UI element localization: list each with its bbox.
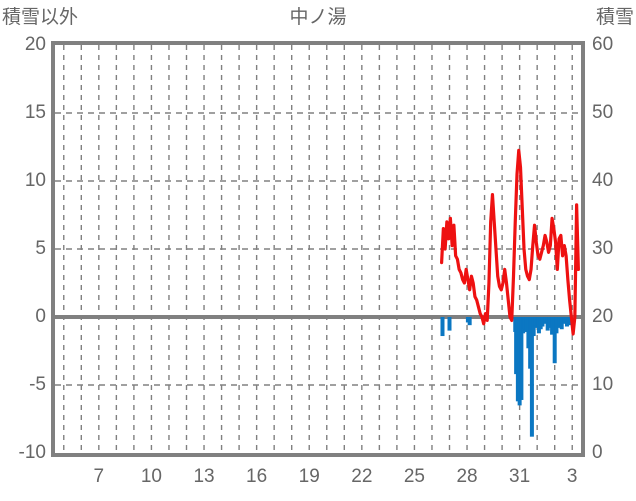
bar [467,317,472,326]
bar [447,317,452,331]
x-tick-label: 22 [351,466,373,487]
x-tick-label: 25 [403,466,425,487]
right-tick-label: 20 [592,306,614,327]
right-axis-caption: 積雪 [595,7,634,28]
left-tick-label: 5 [35,238,46,259]
x-tick-label: 7 [93,466,105,487]
bar [554,317,559,334]
bar-series-積雪以外 [440,317,573,437]
x-tick-label: 31 [509,466,531,487]
right-tick-label: 0 [592,442,603,463]
gridlines [55,45,581,453]
bar [540,317,545,327]
plot-area [51,41,585,457]
x-tick-label: 16 [246,466,268,487]
right-tick-label: 50 [592,102,614,123]
right-tick-label: 60 [592,34,614,55]
left-axis-caption: 積雪以外 [2,7,79,28]
bar [550,317,555,335]
x-tick-label: 13 [193,466,215,487]
left-tick-label: 15 [24,102,46,123]
left-tick-label: 20 [24,34,46,55]
bar [440,317,445,337]
bar [559,317,564,330]
plot-inner [55,45,581,453]
right-tick-label: 40 [592,170,614,191]
x-tick-label: 3 [566,466,578,487]
left-tick-label: -10 [18,442,46,463]
bar [564,317,569,327]
x-tick-label: 19 [298,466,320,487]
x-tick-label: 10 [140,466,162,487]
chart-title: 中ノ湯 [289,7,347,28]
bar [519,317,524,400]
left-tick-label: 0 [35,306,46,327]
line-series-積雪 [440,148,580,336]
right-tick-label: 30 [592,238,614,259]
x-tick-label: 28 [456,466,478,487]
plot-svg [55,45,581,453]
bar [531,317,536,337]
bar [547,317,552,328]
left-tick-label: 10 [24,170,46,191]
bar [529,317,534,437]
bar [552,317,557,364]
right-tick-label: 10 [592,374,614,395]
bar [543,317,548,324]
bar [562,317,567,324]
bar [557,317,562,328]
left-tick-label: -5 [29,374,46,395]
